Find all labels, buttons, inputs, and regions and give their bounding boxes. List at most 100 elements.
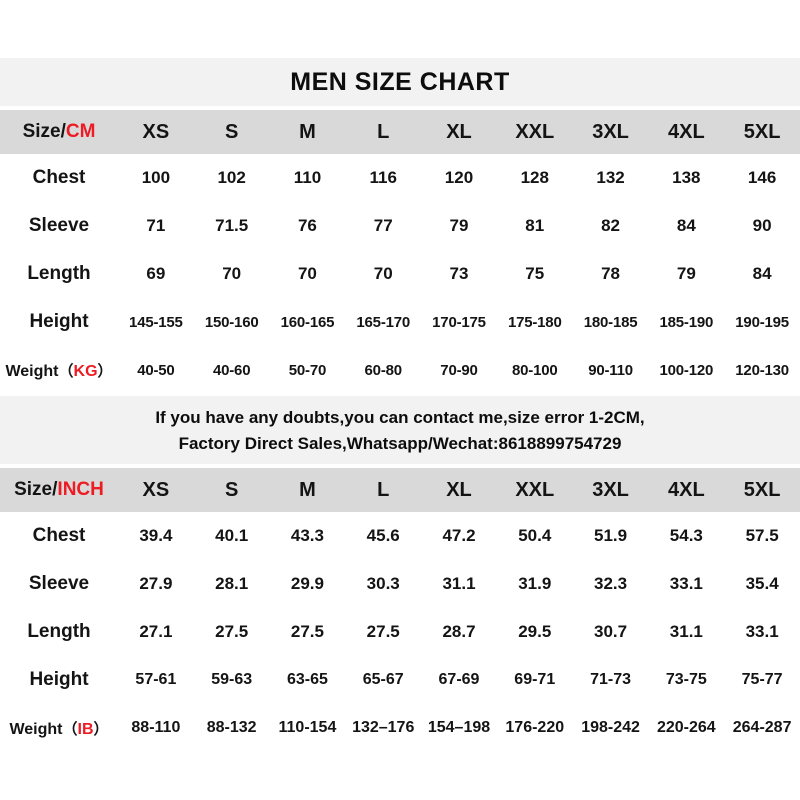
size-value-cell: 84 bbox=[752, 264, 772, 283]
row-label-text: Chest bbox=[32, 167, 86, 188]
size-value-cell: 79 bbox=[449, 216, 469, 235]
size-value-cell: 73-75 bbox=[665, 671, 707, 688]
row-label: Weight（IB） bbox=[0, 718, 118, 739]
size-value-cell: 30.7 bbox=[594, 622, 628, 641]
size-value-cell: 35.4 bbox=[745, 574, 779, 593]
row-label-text: Chest bbox=[32, 525, 86, 546]
size-value-cell: 31.1 bbox=[442, 574, 476, 593]
size-value-cell: 70 bbox=[373, 264, 393, 283]
row-label-text: Height bbox=[29, 669, 89, 690]
size-col-header: S bbox=[224, 120, 239, 143]
size-label-prefix: Size/ bbox=[14, 479, 58, 500]
size-unit-label: CM bbox=[65, 121, 96, 142]
size-value-cell: 154–198 bbox=[427, 719, 491, 736]
row-label-text: Height bbox=[29, 311, 89, 332]
size-value-cell: 59-63 bbox=[211, 671, 253, 688]
size-value-cell: 70 bbox=[222, 264, 242, 283]
row-label-text: Sleeve bbox=[28, 215, 90, 236]
contact-note: If you have any doubts,you can contact m… bbox=[0, 396, 800, 464]
row-label-text: Sleeve bbox=[28, 573, 90, 594]
size-col-header: XXL bbox=[515, 120, 555, 143]
size-value-cell: 110-154 bbox=[278, 719, 337, 736]
table-row: Weight（KG） 40-50 40-60 50-70 60-80 70-90 80-10… bbox=[0, 346, 800, 394]
size-value-cell: 145-155 bbox=[129, 313, 183, 331]
size-col-header: 5XL bbox=[743, 478, 781, 501]
size-value-cell: 29.5 bbox=[518, 622, 552, 641]
size-value-cell: 31.9 bbox=[518, 574, 552, 593]
table-row: Sleeve 71 71.5 76 77 79 81 82 84 90 bbox=[0, 202, 800, 250]
size-value-cell: 190-195 bbox=[735, 313, 789, 331]
size-value-cell: 146 bbox=[747, 168, 777, 187]
table-header-row: Size/CM XS S M L XL XXL 3XL 4XL 5XL bbox=[0, 110, 800, 154]
table-row: Height 145-155 150-160 160-165 165-170 170-17… bbox=[0, 298, 800, 346]
size-value-cell: 90-110 bbox=[588, 361, 633, 379]
size-col-header: XXL bbox=[515, 478, 555, 501]
size-value-cell: 50-70 bbox=[288, 361, 327, 379]
size-value-cell: 50.4 bbox=[518, 526, 552, 545]
size-table-cm: Size/CM XS S M L XL XXL 3XL 4XL 5XL Chest 100 102 110… bbox=[0, 110, 800, 394]
size-value-cell: 39.4 bbox=[139, 526, 173, 545]
size-value-cell: 264-287 bbox=[732, 719, 792, 736]
row-label: Length bbox=[0, 621, 118, 643]
size-value-cell: 220-264 bbox=[656, 719, 716, 736]
table-row: Length 69 70 70 70 73 75 78 79 84 bbox=[0, 250, 800, 298]
size-value-cell: 110 bbox=[293, 168, 322, 187]
size-value-cell: 57.5 bbox=[745, 526, 779, 545]
size-value-cell: 69 bbox=[146, 264, 166, 283]
size-value-cell: 57-61 bbox=[135, 671, 177, 688]
size-value-cell: 120-130 bbox=[735, 361, 789, 379]
size-label-prefix: Size/ bbox=[22, 121, 66, 142]
size-value-cell: 28.7 bbox=[442, 622, 476, 641]
note-line-2: Factory Direct Sales,Whatsapp/Wechat:861… bbox=[178, 433, 622, 453]
row-label: Sleeve bbox=[0, 573, 118, 595]
size-value-cell: 47.2 bbox=[442, 526, 476, 545]
size-value-cell: 40.1 bbox=[215, 526, 249, 545]
size-col-header: L bbox=[377, 120, 390, 143]
paren-close-label: ） bbox=[93, 720, 109, 738]
size-value-cell: 132 bbox=[596, 168, 625, 187]
size-value-cell: 102 bbox=[217, 168, 246, 187]
size-value-cell: 79 bbox=[676, 264, 696, 283]
size-col-header: 3XL bbox=[592, 478, 629, 501]
row-label: Length bbox=[0, 263, 118, 285]
size-value-cell: 170-175 bbox=[432, 313, 486, 331]
table-row: Weight（IB） 88-110 88-132 110-154 132–176 154–… bbox=[0, 704, 800, 752]
table-body: Chest 100 102 110 116 120 128 132 138 146 Sleeve 71… bbox=[0, 154, 800, 394]
row-label: Height bbox=[0, 311, 118, 333]
size-value-cell: 88-132 bbox=[206, 719, 257, 736]
size-col-header: XL bbox=[446, 120, 472, 143]
size-value-cell: 175-180 bbox=[507, 313, 562, 331]
size-table-inch: Size/INCH XS S M L XL XXL 3XL 4XL 5XL Chest 39.4 40.… bbox=[0, 468, 800, 752]
size-value-cell: 27.1 bbox=[139, 622, 173, 641]
size-value-cell: 63-65 bbox=[286, 671, 328, 688]
size-value-cell: 32.3 bbox=[594, 574, 628, 593]
size-value-cell: 100-120 bbox=[659, 361, 714, 379]
size-value-cell: 71 bbox=[146, 216, 166, 235]
page-title: MEN SIZE CHART bbox=[290, 67, 510, 96]
size-col-header: XL bbox=[446, 478, 472, 501]
size-value-cell: 76 bbox=[297, 216, 317, 235]
row-unit-label: IB bbox=[77, 720, 94, 738]
paren-open-label: （ bbox=[62, 720, 78, 738]
size-value-cell: 75-77 bbox=[741, 671, 783, 688]
size-value-cell: 90 bbox=[752, 216, 772, 235]
row-label: Chest bbox=[0, 525, 118, 547]
size-value-cell: 71-73 bbox=[590, 671, 631, 688]
size-value-cell: 70-90 bbox=[440, 361, 478, 379]
size-col-header: M bbox=[299, 120, 316, 143]
size-value-cell: 40-60 bbox=[212, 361, 251, 379]
note-line-1: If you have any doubts,you can contact m… bbox=[155, 407, 645, 427]
size-value-cell: 73 bbox=[449, 264, 469, 283]
size-value-cell: 160-165 bbox=[280, 313, 335, 331]
size-value-cell: 198-242 bbox=[581, 719, 640, 736]
size-value-cell: 27.9 bbox=[139, 574, 173, 593]
table-row: Height 57-61 59-63 63-65 65-67 67-69 69-71 71-7… bbox=[0, 656, 800, 704]
size-value-cell: 43.3 bbox=[290, 526, 324, 545]
size-value-cell: 60-80 bbox=[364, 361, 403, 379]
table-row: Sleeve 27.9 28.1 29.9 30.3 31.1 31.9 32.3 33.1 35… bbox=[0, 560, 800, 608]
row-label-text: Length bbox=[27, 621, 91, 642]
size-value-cell: 100 bbox=[141, 168, 171, 187]
size-value-cell: 33.1 bbox=[669, 574, 703, 593]
row-label-text: Length bbox=[27, 263, 91, 284]
size-value-cell: 176-220 bbox=[505, 719, 565, 736]
